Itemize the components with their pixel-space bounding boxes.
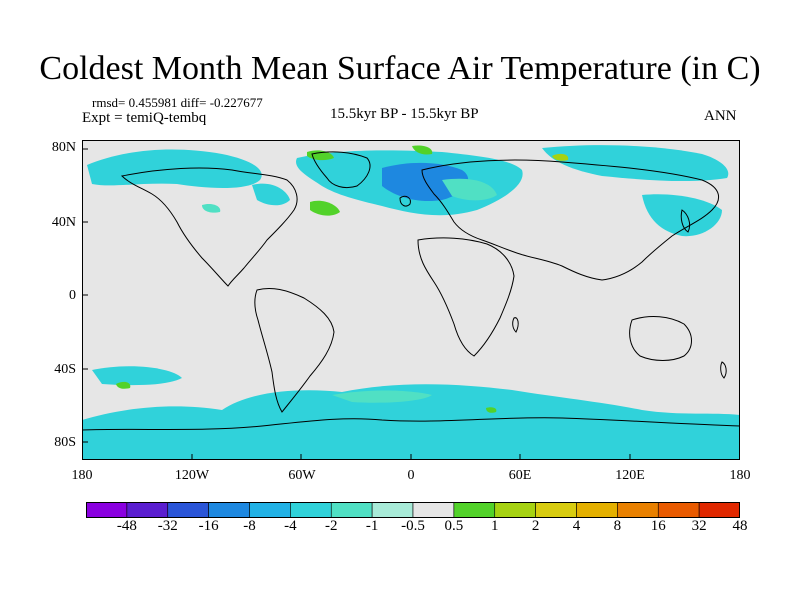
season-label: ANN <box>704 108 737 124</box>
africa-coast <box>417 237 515 357</box>
south-indian-green-patch <box>486 407 497 413</box>
colorbar-label: -48 <box>116 518 137 534</box>
colorbar-label: -16 <box>198 518 219 534</box>
new-zealand-coast <box>720 361 727 379</box>
northern-anomaly-patches <box>87 145 729 237</box>
colorbar-label: -0.5 <box>401 518 425 534</box>
europe-mint-patch <box>442 178 497 201</box>
colorbar-cell <box>167 502 209 518</box>
south-america-coast <box>254 287 335 413</box>
colorbar-label: 0.5 <box>444 518 464 534</box>
colorbar-label: 4 <box>572 518 581 534</box>
colorbar-cell <box>208 502 250 518</box>
uk-coast <box>399 195 411 207</box>
east-asia-cyan-patch <box>642 194 722 237</box>
lon-tick-120e: 120E <box>615 468 645 483</box>
colorbar-cell <box>698 502 740 518</box>
east-siberia-green-patch <box>552 153 569 161</box>
colorbar-label: 32 <box>691 518 707 534</box>
colorbar-cell <box>535 502 577 518</box>
colorbar-cell <box>453 502 496 518</box>
lat-tick-40s: 40S <box>54 362 76 377</box>
colorbar <box>86 502 740 518</box>
lat-tick-0: 0 <box>69 288 76 303</box>
eurasia-coast <box>421 159 720 281</box>
south-pacific-cyan-patch <box>92 366 182 386</box>
siberia-cyan-patch <box>542 145 729 182</box>
colorbar-frame <box>86 502 740 518</box>
colorbar-label: 48 <box>732 518 748 534</box>
southern-ocean-mint-band <box>332 390 432 403</box>
greenland-coast <box>311 151 371 189</box>
colorbar-cell <box>290 502 332 518</box>
colorbar-cell <box>126 502 169 518</box>
colorbar-label: 1 <box>491 518 499 534</box>
colorbar-cell <box>86 502 128 518</box>
lon-tick-0: 0 <box>407 468 415 483</box>
north-america-coast <box>120 167 298 287</box>
colorbar-cell <box>617 502 659 518</box>
southern-ocean-cyan-band <box>82 384 740 460</box>
pacific-mint-patch <box>202 203 221 213</box>
colorbar-cell <box>330 502 373 518</box>
lat-tick-80s: 80S <box>54 435 76 450</box>
colorbar-label: 2 <box>531 518 540 534</box>
colorbar-label: -1 <box>365 518 379 534</box>
japan-coast <box>680 209 691 233</box>
colorbar-cell <box>371 502 414 518</box>
lon-tick-180w: 180 <box>71 468 93 483</box>
colorbar-label: 8 <box>613 518 622 534</box>
world-map <box>82 140 740 460</box>
lon-tick-120w: 120W <box>174 468 210 483</box>
colorbar-cell <box>412 502 455 518</box>
australia-coast <box>629 316 692 361</box>
north-atlantic-blue-patch <box>382 162 469 202</box>
lon-tick-60w: 60W <box>288 468 316 483</box>
stats-label: rmsd= 0.455981 diff= -0.227677 <box>92 95 263 110</box>
colorbar-cell <box>576 502 618 518</box>
colorbar-label: -4 <box>284 518 297 534</box>
period-label: 15.5kyr BP - 15.5kyr BP <box>330 106 479 122</box>
colorbar-label: -2 <box>325 518 338 534</box>
barents-green-patch <box>412 145 433 155</box>
chart-title: Coldest Month Mean Surface Air Temperatu… <box>39 50 761 87</box>
antarctica-coast <box>82 417 740 431</box>
map-ticks <box>82 148 631 460</box>
southern-anomaly-patches <box>82 366 740 460</box>
coastlines <box>82 151 740 431</box>
lon-tick-60e: 60E <box>508 468 532 483</box>
colorbar-label: 16 <box>650 518 666 534</box>
colorbar-cell <box>494 502 536 518</box>
madagascar-coast <box>512 317 519 333</box>
colorbar-label: -8 <box>243 518 256 534</box>
lon-tick-180e: 180 <box>729 468 751 483</box>
south-pacific-green-patch <box>116 381 131 389</box>
experiment-label: Expt = temiQ-tembq <box>82 110 207 126</box>
north-america-cyan-patch <box>252 183 290 206</box>
colorbar-label: -32 <box>157 518 178 534</box>
colorbar-cell <box>249 502 291 518</box>
lat-tick-40n: 40N <box>51 215 76 230</box>
lat-tick-80n: 80N <box>51 140 76 155</box>
nw-atlantic-green-patch <box>310 200 340 216</box>
colorbar-cell <box>657 502 700 518</box>
